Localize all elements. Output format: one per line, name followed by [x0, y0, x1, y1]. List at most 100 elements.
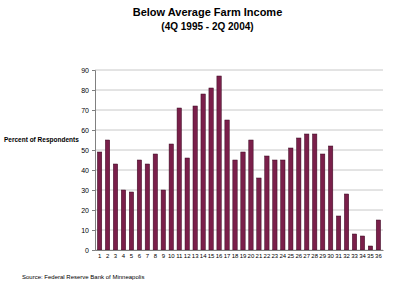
y-tick-label: 50	[81, 147, 89, 154]
grid	[95, 70, 383, 250]
y-tick: 80	[81, 87, 95, 94]
x-tick: 23	[272, 250, 279, 259]
x-tick: 35	[367, 250, 374, 259]
y-tick-mark	[92, 250, 95, 251]
bar	[305, 134, 309, 250]
y-tick-mark	[92, 70, 95, 71]
bar	[344, 194, 348, 250]
y-tick-mark	[92, 130, 95, 131]
bar	[209, 88, 213, 250]
x-tick: 18	[232, 250, 239, 259]
y-tick-label: 60	[81, 127, 89, 134]
x-tick-label: 9	[162, 253, 166, 259]
bar	[193, 106, 197, 250]
y-axis: 0102030405060708090	[81, 67, 95, 254]
y-tick: 40	[81, 167, 95, 174]
bar	[225, 120, 229, 250]
bar	[297, 138, 301, 250]
x-tick-label: 15	[208, 253, 215, 259]
x-tick-label: 24	[279, 253, 286, 259]
x-tick: 14	[200, 250, 207, 259]
x-tick: 28	[311, 250, 318, 259]
x-tick: 15	[208, 250, 215, 259]
bar	[233, 160, 237, 250]
y-axis-title: Percent of Respondents	[4, 136, 79, 144]
x-tick: 12	[184, 250, 191, 259]
x-tick: 34	[359, 250, 366, 259]
bar	[352, 234, 356, 250]
y-tick-mark	[92, 150, 95, 151]
y-tick-mark	[92, 190, 95, 191]
y-tick: 90	[81, 67, 95, 74]
x-tick-label: 31	[335, 253, 342, 259]
x-tick-label: 13	[192, 253, 199, 259]
bar	[169, 144, 173, 250]
title: Below Average Farm Income	[133, 6, 283, 18]
bar	[153, 154, 157, 250]
chart: 0102030405060708090123456789101112131415…	[0, 0, 415, 284]
bar	[217, 76, 221, 250]
y-tick: 60	[81, 127, 95, 134]
x-tick-label: 17	[224, 253, 231, 259]
x-tick-label: 6	[138, 253, 142, 259]
y-tick: 70	[81, 107, 95, 114]
bar	[376, 220, 380, 250]
y-tick-label: 0	[85, 247, 89, 254]
x-tick-label: 35	[367, 253, 374, 259]
y-tick-label: 20	[81, 207, 89, 214]
x-tick: 10	[168, 250, 175, 259]
x-tick: 2	[106, 250, 110, 259]
x-tick-label: 21	[256, 253, 263, 259]
bar	[137, 160, 141, 250]
x-tick-label: 32	[343, 253, 350, 259]
x-tick: 30	[327, 250, 334, 259]
x-tick-label: 27	[303, 253, 310, 259]
y-tick: 20	[81, 207, 95, 214]
x-tick-label: 30	[327, 253, 334, 259]
x-tick: 32	[343, 250, 350, 259]
source-note: Source: Federal Reserve Bank of Minneapo…	[22, 274, 144, 280]
x-tick-label: 28	[311, 253, 318, 259]
x-tick-label: 33	[351, 253, 358, 259]
x-tick-label: 1	[98, 253, 102, 259]
grid-line	[95, 130, 383, 131]
x-tick: 20	[248, 250, 255, 259]
y-tick-label: 10	[81, 227, 89, 234]
bar	[201, 94, 205, 250]
x-tick: 24	[279, 250, 286, 259]
bar	[273, 160, 277, 250]
bar	[177, 108, 181, 250]
x-tick-label: 2	[106, 253, 110, 259]
x-tick-label: 18	[232, 253, 239, 259]
bar	[336, 216, 340, 250]
bar	[241, 152, 245, 250]
bar	[368, 246, 372, 250]
bar	[265, 156, 269, 250]
bar	[312, 134, 316, 250]
y-tick-label: 40	[81, 167, 89, 174]
y-axis-line	[92, 71, 96, 251]
bar	[145, 164, 149, 250]
x-tick: 26	[295, 250, 302, 259]
x-tick-label: 26	[295, 253, 302, 259]
x-tick: 17	[224, 250, 231, 259]
bar	[360, 236, 364, 250]
y-tick-label: 70	[81, 107, 89, 114]
x-tick-label: 8	[154, 253, 158, 259]
x-tick-label: 20	[248, 253, 255, 259]
x-tick-label: 34	[359, 253, 366, 259]
x-tick: 27	[303, 250, 310, 259]
y-tick-mark	[92, 90, 95, 91]
x-axis-line	[96, 250, 384, 251]
x-tick-label: 12	[184, 253, 191, 259]
x-tick: 21	[256, 250, 263, 259]
x-tick-label: 10	[168, 253, 175, 259]
x-tick: 25	[287, 250, 294, 259]
x-tick: 31	[335, 250, 342, 259]
x-tick-label: 29	[319, 253, 326, 259]
x-tick-label: 7	[146, 253, 150, 259]
bars	[97, 76, 380, 250]
grid-line	[95, 70, 383, 71]
x-tick-label: 5	[130, 253, 134, 259]
y-tick: 50	[81, 147, 95, 154]
